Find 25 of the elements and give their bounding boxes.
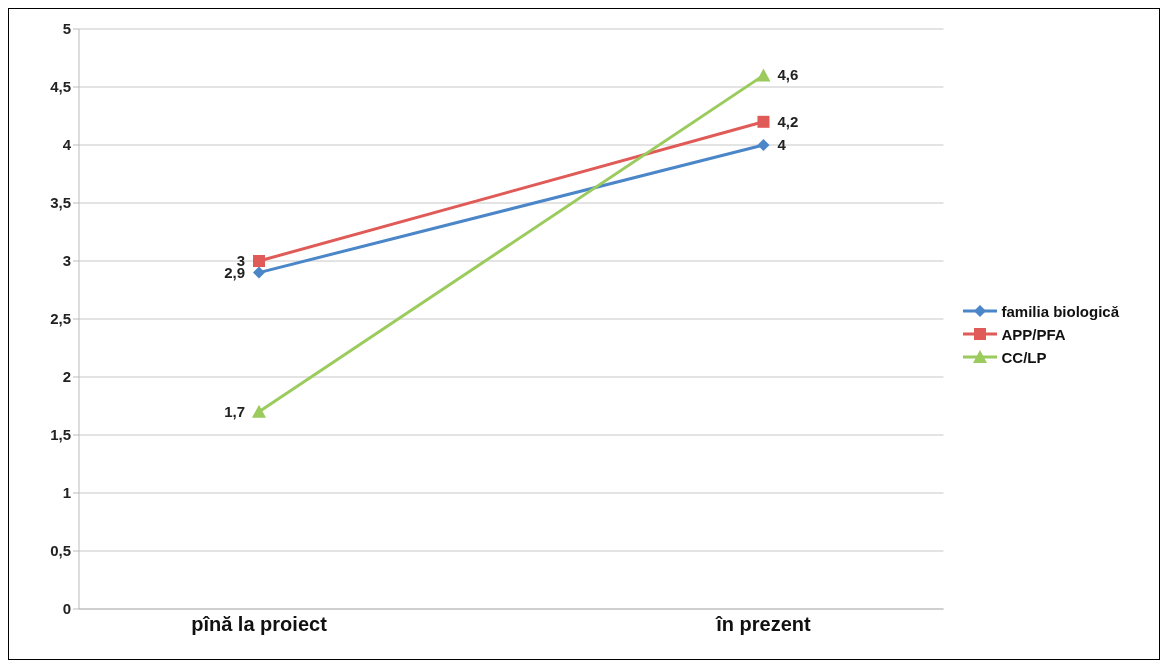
point	[253, 255, 265, 267]
point	[757, 115, 770, 128]
y-tick-label: 4	[62, 136, 72, 154]
y-tick-label: 1	[62, 484, 71, 502]
y-tick-label: 5	[62, 20, 71, 38]
data-label: 4,6	[777, 66, 799, 84]
x-tick-label: în prezent	[715, 613, 812, 636]
y-tick-label: 3,5	[50, 194, 71, 212]
y-tick-label: 2,5	[50, 310, 71, 328]
data-label: 1,7	[224, 402, 245, 420]
y-tick-label: 4,5	[50, 78, 71, 96]
legend-label: familia biologică	[1001, 302, 1119, 320]
point	[757, 139, 770, 151]
data-label: 4,2	[777, 112, 799, 130]
data-label: 3	[236, 252, 245, 269]
y-tick-label: 0,5	[50, 542, 71, 560]
point	[253, 266, 265, 279]
x-tick-label: pînă la proiect	[191, 613, 328, 636]
data-label: 4	[777, 136, 787, 153]
y-tick-label: 1,5	[50, 426, 71, 444]
legend-label: CC/LP	[1001, 348, 1047, 366]
y-tick-label: 0	[62, 600, 71, 618]
legend-label: APP/PFA	[1001, 325, 1066, 343]
y-tick-label: 2	[62, 368, 71, 386]
y-tick-label: 3	[62, 252, 71, 270]
